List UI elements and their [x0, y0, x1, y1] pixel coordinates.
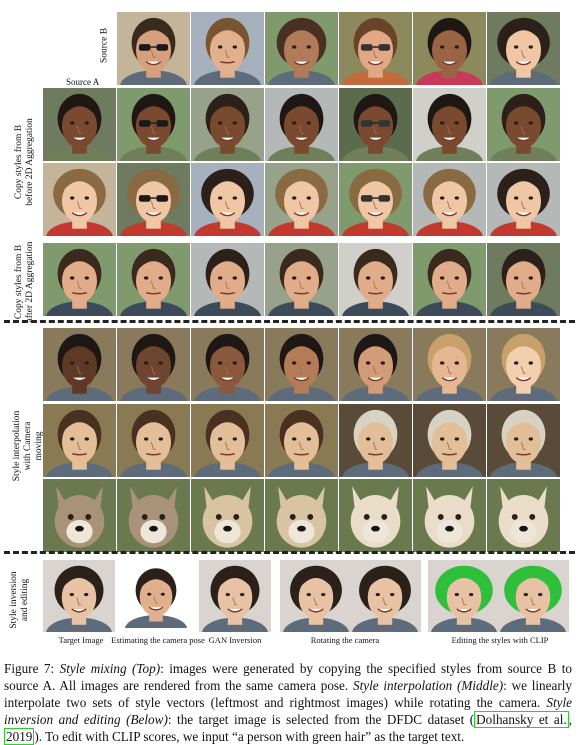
mixed-style-image	[487, 163, 560, 236]
source-b-label: Source B	[99, 27, 110, 64]
row-before-label: Copy styles from B before 2D Aggregation	[14, 118, 35, 206]
mixed-style-image	[413, 88, 486, 161]
rotated-image-left	[280, 560, 352, 632]
separator-bottom	[4, 551, 575, 554]
interp-face-image	[265, 328, 338, 401]
interp-painting-image	[191, 404, 264, 477]
interp-face-image	[487, 328, 560, 401]
interp-label: Style interpolation with Camera moving	[12, 410, 44, 482]
camera-pose-label: Estimating the camera pose	[111, 635, 205, 645]
interp-animal-image	[43, 479, 116, 552]
interp-animal-image	[117, 479, 190, 552]
separator-top	[4, 320, 575, 323]
mixed-style-image	[117, 243, 190, 316]
interp-face-image	[191, 328, 264, 401]
mixed-style-image	[265, 88, 338, 161]
rotated-image-right	[349, 560, 421, 632]
source-a-label: Source A	[66, 77, 100, 87]
rotating-label: Rotating the camera	[310, 635, 380, 645]
source-a-image	[43, 243, 116, 316]
interp-animal-image	[413, 479, 486, 552]
interp-animal-image	[191, 479, 264, 552]
mixed-style-image	[339, 88, 412, 161]
citation-link[interactable]: Dolhansky et al.	[474, 711, 569, 728]
source-b-image	[117, 12, 190, 85]
gan-inversion-image	[199, 560, 271, 632]
interp-painting-image	[487, 404, 560, 477]
interp-painting-image	[117, 404, 190, 477]
source-b-image	[487, 12, 560, 85]
source-b-image	[413, 12, 486, 85]
citation-year-link[interactable]: 2019	[4, 728, 35, 745]
mixed-style-image	[413, 163, 486, 236]
source-b-image	[191, 12, 264, 85]
interp-painting-image	[339, 404, 412, 477]
figure-caption: Figure 7: Style mixing (Top): images wer…	[4, 661, 572, 745]
editing-label: Editing the styles with CLIP	[451, 635, 549, 645]
mixed-style-image	[413, 243, 486, 316]
mixed-style-image	[487, 88, 560, 161]
interp-animal-image	[339, 479, 412, 552]
interp-face-image	[413, 328, 486, 401]
mixed-style-image	[191, 243, 264, 316]
mixed-style-image	[487, 243, 560, 316]
inversion-label: Style inversion and editing	[9, 571, 30, 629]
mixed-style-image	[191, 88, 264, 161]
interp-face-image	[117, 328, 190, 401]
source-a-image	[43, 163, 116, 236]
target-image-label: Target Image	[58, 635, 104, 645]
camera-pose-image	[122, 563, 190, 628]
mixed-style-image	[117, 163, 190, 236]
mixed-style-image	[191, 163, 264, 236]
interp-animal-image	[265, 479, 338, 552]
interp-painting-image	[43, 404, 116, 477]
row-after-label: Copy styles from B after 2D Aggregation	[14, 241, 35, 323]
gan-inversion-label: GAN Inversion	[208, 635, 262, 645]
mixed-style-image	[265, 163, 338, 236]
mixed-style-image	[117, 88, 190, 161]
interp-animal-image	[487, 479, 560, 552]
mixed-style-image	[339, 163, 412, 236]
target-image	[43, 560, 115, 632]
source-b-image	[265, 12, 338, 85]
interp-face-image	[339, 328, 412, 401]
edited-green-hair-right	[497, 560, 569, 632]
interp-painting-image	[265, 404, 338, 477]
mixed-style-image	[339, 243, 412, 316]
source-b-image	[339, 12, 412, 85]
source-a-image	[43, 88, 116, 161]
interp-painting-image	[413, 404, 486, 477]
interp-face-image	[43, 328, 116, 401]
edited-green-hair-left	[428, 560, 500, 632]
mixed-style-image	[265, 243, 338, 316]
